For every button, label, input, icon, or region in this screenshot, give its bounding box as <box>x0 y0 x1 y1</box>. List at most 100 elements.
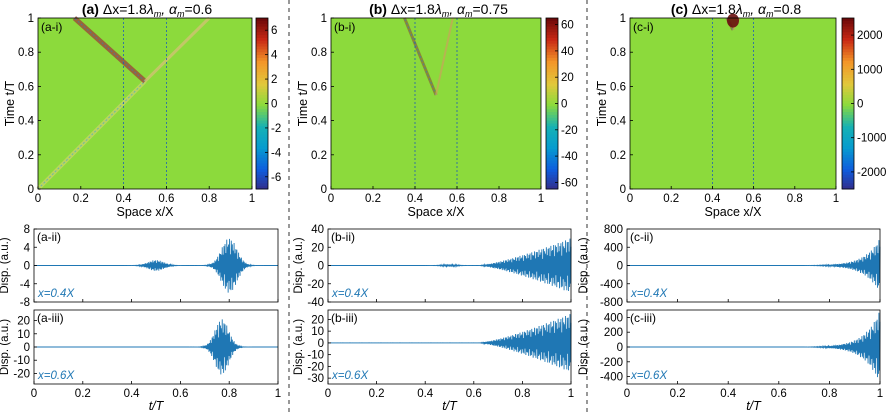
colorbar-tick-label: -20 <box>561 125 578 137</box>
colorbar-cell <box>256 46 268 50</box>
signal-ytick-label: 0 <box>24 261 30 273</box>
colorbar-cell <box>842 174 854 179</box>
colorbar-cell <box>546 69 558 73</box>
colorbar-cell <box>256 146 268 150</box>
heatmap-axes-box <box>629 17 837 190</box>
colorbar-cell <box>842 117 854 122</box>
heatmap-xtick-label: 0.4 <box>704 193 721 205</box>
colorbar-cell <box>842 140 854 144</box>
title-part-5: m <box>766 9 774 19</box>
colorbar-tick-label: -40 <box>561 151 578 163</box>
signal-ytick-label: 20 <box>311 314 324 326</box>
colorbar-cell <box>842 20 854 25</box>
colorbar-cell <box>842 75 854 79</box>
colorbar-cell <box>842 89 854 93</box>
colorbar-cell <box>546 57 558 62</box>
colorbar-cell <box>842 186 854 190</box>
heatmap-xtick-label: 0.8 <box>201 193 217 205</box>
colorbar-cell <box>842 57 854 62</box>
signal-panel-label: (a-ii) <box>37 230 61 244</box>
colorbar-cell <box>546 109 558 113</box>
colorbar-cell <box>842 18 854 22</box>
signal-ytick-label: 0 <box>617 261 623 273</box>
colorbar-cell <box>842 137 854 142</box>
heatmap-ytick-label: 0.2 <box>311 150 327 162</box>
probe-position-label: x=0.4X <box>37 288 75 300</box>
colorbar-cell <box>842 77 854 82</box>
probe-position-label: x=0.4X <box>331 288 369 300</box>
transmitted-wave-right <box>143 16 211 83</box>
signal-ytick-label: 8 <box>24 224 30 236</box>
colorbar-cell <box>842 49 854 53</box>
signal-xtick-label: 1 <box>568 388 574 400</box>
colorbar-cell <box>256 72 268 76</box>
colorbar-cell <box>256 143 268 147</box>
signal-top: 800 400 0 -400 -800 (c-ii) x=0.4X Disp. (a.u.) <box>578 224 881 309</box>
colorbar-cell <box>546 106 558 110</box>
colorbar-cell <box>546 149 558 153</box>
colorbar-cell <box>256 43 268 47</box>
colorbar-cell <box>256 18 268 22</box>
signal-ytick-label: -10 <box>13 355 30 367</box>
panel-title: (a) Δx=1.8λm, αm=0.6 <box>82 1 213 19</box>
colorbar-cell <box>842 126 854 130</box>
colorbar-cell <box>842 123 854 127</box>
signal-x-axis-label: t/T <box>442 399 458 413</box>
colorbar-cell <box>546 75 558 79</box>
colorbar-cell <box>842 52 854 56</box>
colorbar-tick-label: -1000 <box>857 133 886 145</box>
colorbar-tick-label: 20 <box>561 72 574 84</box>
title-part-0: (a) <box>82 1 99 17</box>
colorbar-cell <box>546 43 558 47</box>
heatmap-y-axis-label: Time t/T <box>3 80 17 126</box>
heatmap-axes-box <box>330 17 542 190</box>
signal-ytick-label: 0 <box>318 338 324 350</box>
colorbar-cell <box>546 32 558 36</box>
colorbar-cell <box>546 120 558 124</box>
colorbar-cell <box>546 97 558 102</box>
colorbar-cell <box>256 140 268 144</box>
signal-x-axis-label: t/T <box>746 399 762 413</box>
signal-xtick-label: 0.4 <box>417 388 434 400</box>
colorbar-cell <box>256 166 268 170</box>
heatmap-ytick-label: 0.6 <box>610 81 626 93</box>
colorbar-cell <box>842 157 854 161</box>
signal-xtick-label: 0.8 <box>514 388 530 400</box>
signal-panel-label: (b-iii) <box>331 311 358 325</box>
colorbar-cell <box>842 92 854 96</box>
colorbar-cell <box>546 123 558 127</box>
colorbar-cell <box>256 97 268 102</box>
colorbar-cell <box>842 46 854 50</box>
colorbar-cell <box>256 40 268 45</box>
colorbar-cell <box>546 26 558 30</box>
colorbar-cell <box>842 26 854 30</box>
transmitted-wave-right <box>435 17 454 96</box>
colorbar-cell <box>842 106 854 110</box>
colorbar-cell <box>546 171 558 176</box>
colorbar-cell <box>842 37 854 42</box>
heatmap-axes-box <box>37 17 253 190</box>
signal-xtick-label: 0.6 <box>771 388 787 400</box>
colorbar-cell <box>256 60 268 65</box>
signal-ytick-label: -8 <box>20 297 30 309</box>
signal-ytick-label: 800 <box>604 224 623 236</box>
colorbar-cell <box>842 83 854 87</box>
colorbar-cell <box>256 52 268 56</box>
signal-xtick-label: 0.6 <box>172 388 188 400</box>
heatmap-xtick-label: 0.4 <box>407 193 424 205</box>
signal-ytick-label: 10 <box>17 329 30 341</box>
signal-ytick-label: 200 <box>604 327 623 339</box>
colorbar-tick-label: 0 <box>857 99 863 111</box>
colorbar-cell <box>256 183 268 187</box>
colorbar-cell <box>256 177 268 181</box>
signal-y-axis-label: Disp. (a.u.) <box>578 319 590 375</box>
colorbar-cell <box>546 180 558 184</box>
colorbar-cell <box>842 160 854 164</box>
heatmap-xtick-label: 1 <box>538 193 544 205</box>
colorbar-cell <box>256 23 268 28</box>
colorbar-tick-label: -2000 <box>857 167 886 179</box>
colorbar-cell <box>256 134 268 139</box>
colorbar-cell <box>256 126 268 130</box>
